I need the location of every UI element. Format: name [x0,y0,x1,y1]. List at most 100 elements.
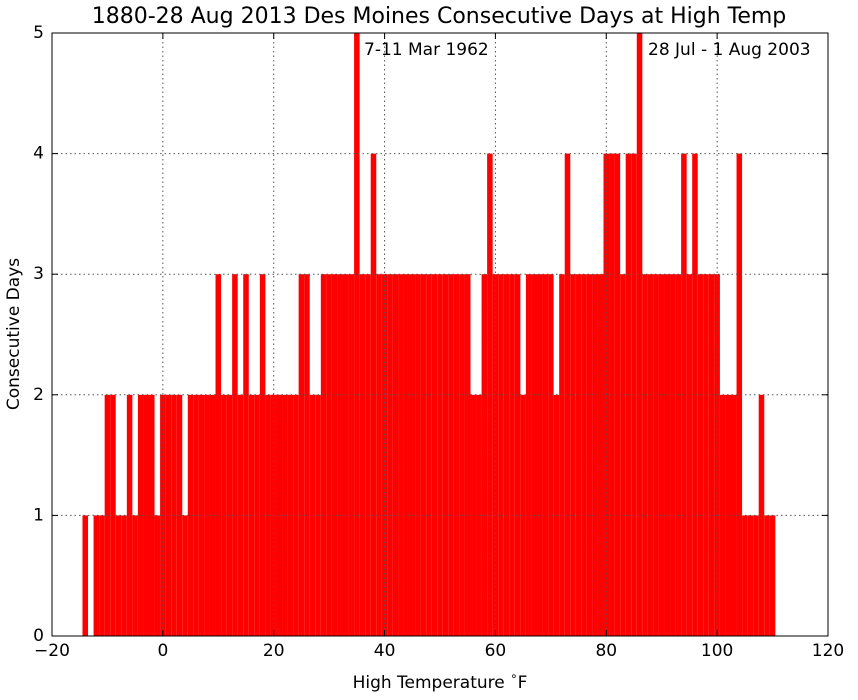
bar [564,153,571,636]
bar [287,394,294,636]
bar [448,274,454,636]
bar [298,274,305,636]
bar [354,33,360,636]
bar [110,394,116,636]
x-tick-label: 0 [157,641,168,661]
x-tick-label: 120 [812,641,844,661]
bar [520,394,526,636]
bar [282,394,288,636]
y-tick-label: 1 [33,505,44,525]
bar [714,274,720,636]
bar [343,274,349,636]
bar [320,274,327,636]
bar [143,394,149,636]
bar [337,274,343,636]
bar [592,274,598,636]
bar [464,274,471,636]
bar [215,274,222,636]
y-tick-label: 2 [33,385,44,405]
bar [753,515,759,636]
bar [99,515,105,636]
bar [121,515,127,636]
bar [531,274,537,636]
bar [326,274,332,636]
bar [276,394,283,636]
y-tick-label: 4 [33,144,44,164]
bar [586,274,593,636]
bar [331,274,338,636]
bar [304,274,310,636]
plot-frame [51,32,829,637]
y-tick-label: 0 [33,626,44,646]
bar [570,274,576,636]
bar [609,153,615,636]
bar [132,515,138,636]
bar [697,274,704,636]
bar [309,394,316,636]
bar [415,274,421,636]
bar [742,515,748,636]
bar [620,274,626,636]
bar [681,153,687,636]
bar [137,394,144,636]
x-tick-label: 100 [701,641,733,661]
bar [503,274,510,636]
bar [614,153,621,636]
bar [747,515,754,636]
bar [370,153,377,636]
bar [409,274,416,636]
bar [675,274,682,636]
bars [82,33,776,636]
chart-title: 1880-28 Aug 2013 Des Moines Consecutive … [92,4,787,29]
bar [442,274,449,636]
bar [658,274,665,636]
annotation: 7-11 Mar 1962 [364,40,489,60]
y-axis-label: Consecutive Days [4,258,24,410]
bar [204,394,210,636]
bar [426,274,432,636]
bar [686,274,693,636]
bar [237,394,244,636]
bar [631,153,637,636]
bar [187,394,194,636]
y-tick-label: 3 [33,264,44,284]
bar [736,153,743,636]
bar [525,274,532,636]
bar [381,274,388,636]
bar [154,515,161,636]
bar [348,274,355,636]
bar [548,274,554,636]
bar [498,274,504,636]
x-tick-label: 20 [263,641,285,661]
bar [365,274,371,636]
y-tick-label: 5 [33,23,44,43]
bar [165,394,172,636]
bar [226,394,233,636]
bar [232,274,238,636]
bar [664,274,671,636]
bar [403,274,410,636]
bar [764,515,770,636]
bar [514,274,521,636]
bar [398,274,404,636]
bar [731,394,737,636]
bar [481,274,488,636]
bar [254,394,260,636]
bar [758,394,765,636]
bar [459,274,465,636]
x-tick-label: 60 [485,641,507,661]
bar [82,515,89,636]
bar [420,274,427,636]
annotation: 28 Jul - 1 Aug 2003 [648,40,811,60]
bar [708,274,715,636]
bar [259,274,266,636]
bar [492,274,499,636]
bar [453,274,460,636]
bar [437,274,443,636]
bar [182,515,188,636]
bar [431,274,438,636]
x-axis-label: High Temperature ∘F [353,669,528,694]
bar [476,394,482,636]
bar [692,153,698,636]
bar [509,274,515,636]
